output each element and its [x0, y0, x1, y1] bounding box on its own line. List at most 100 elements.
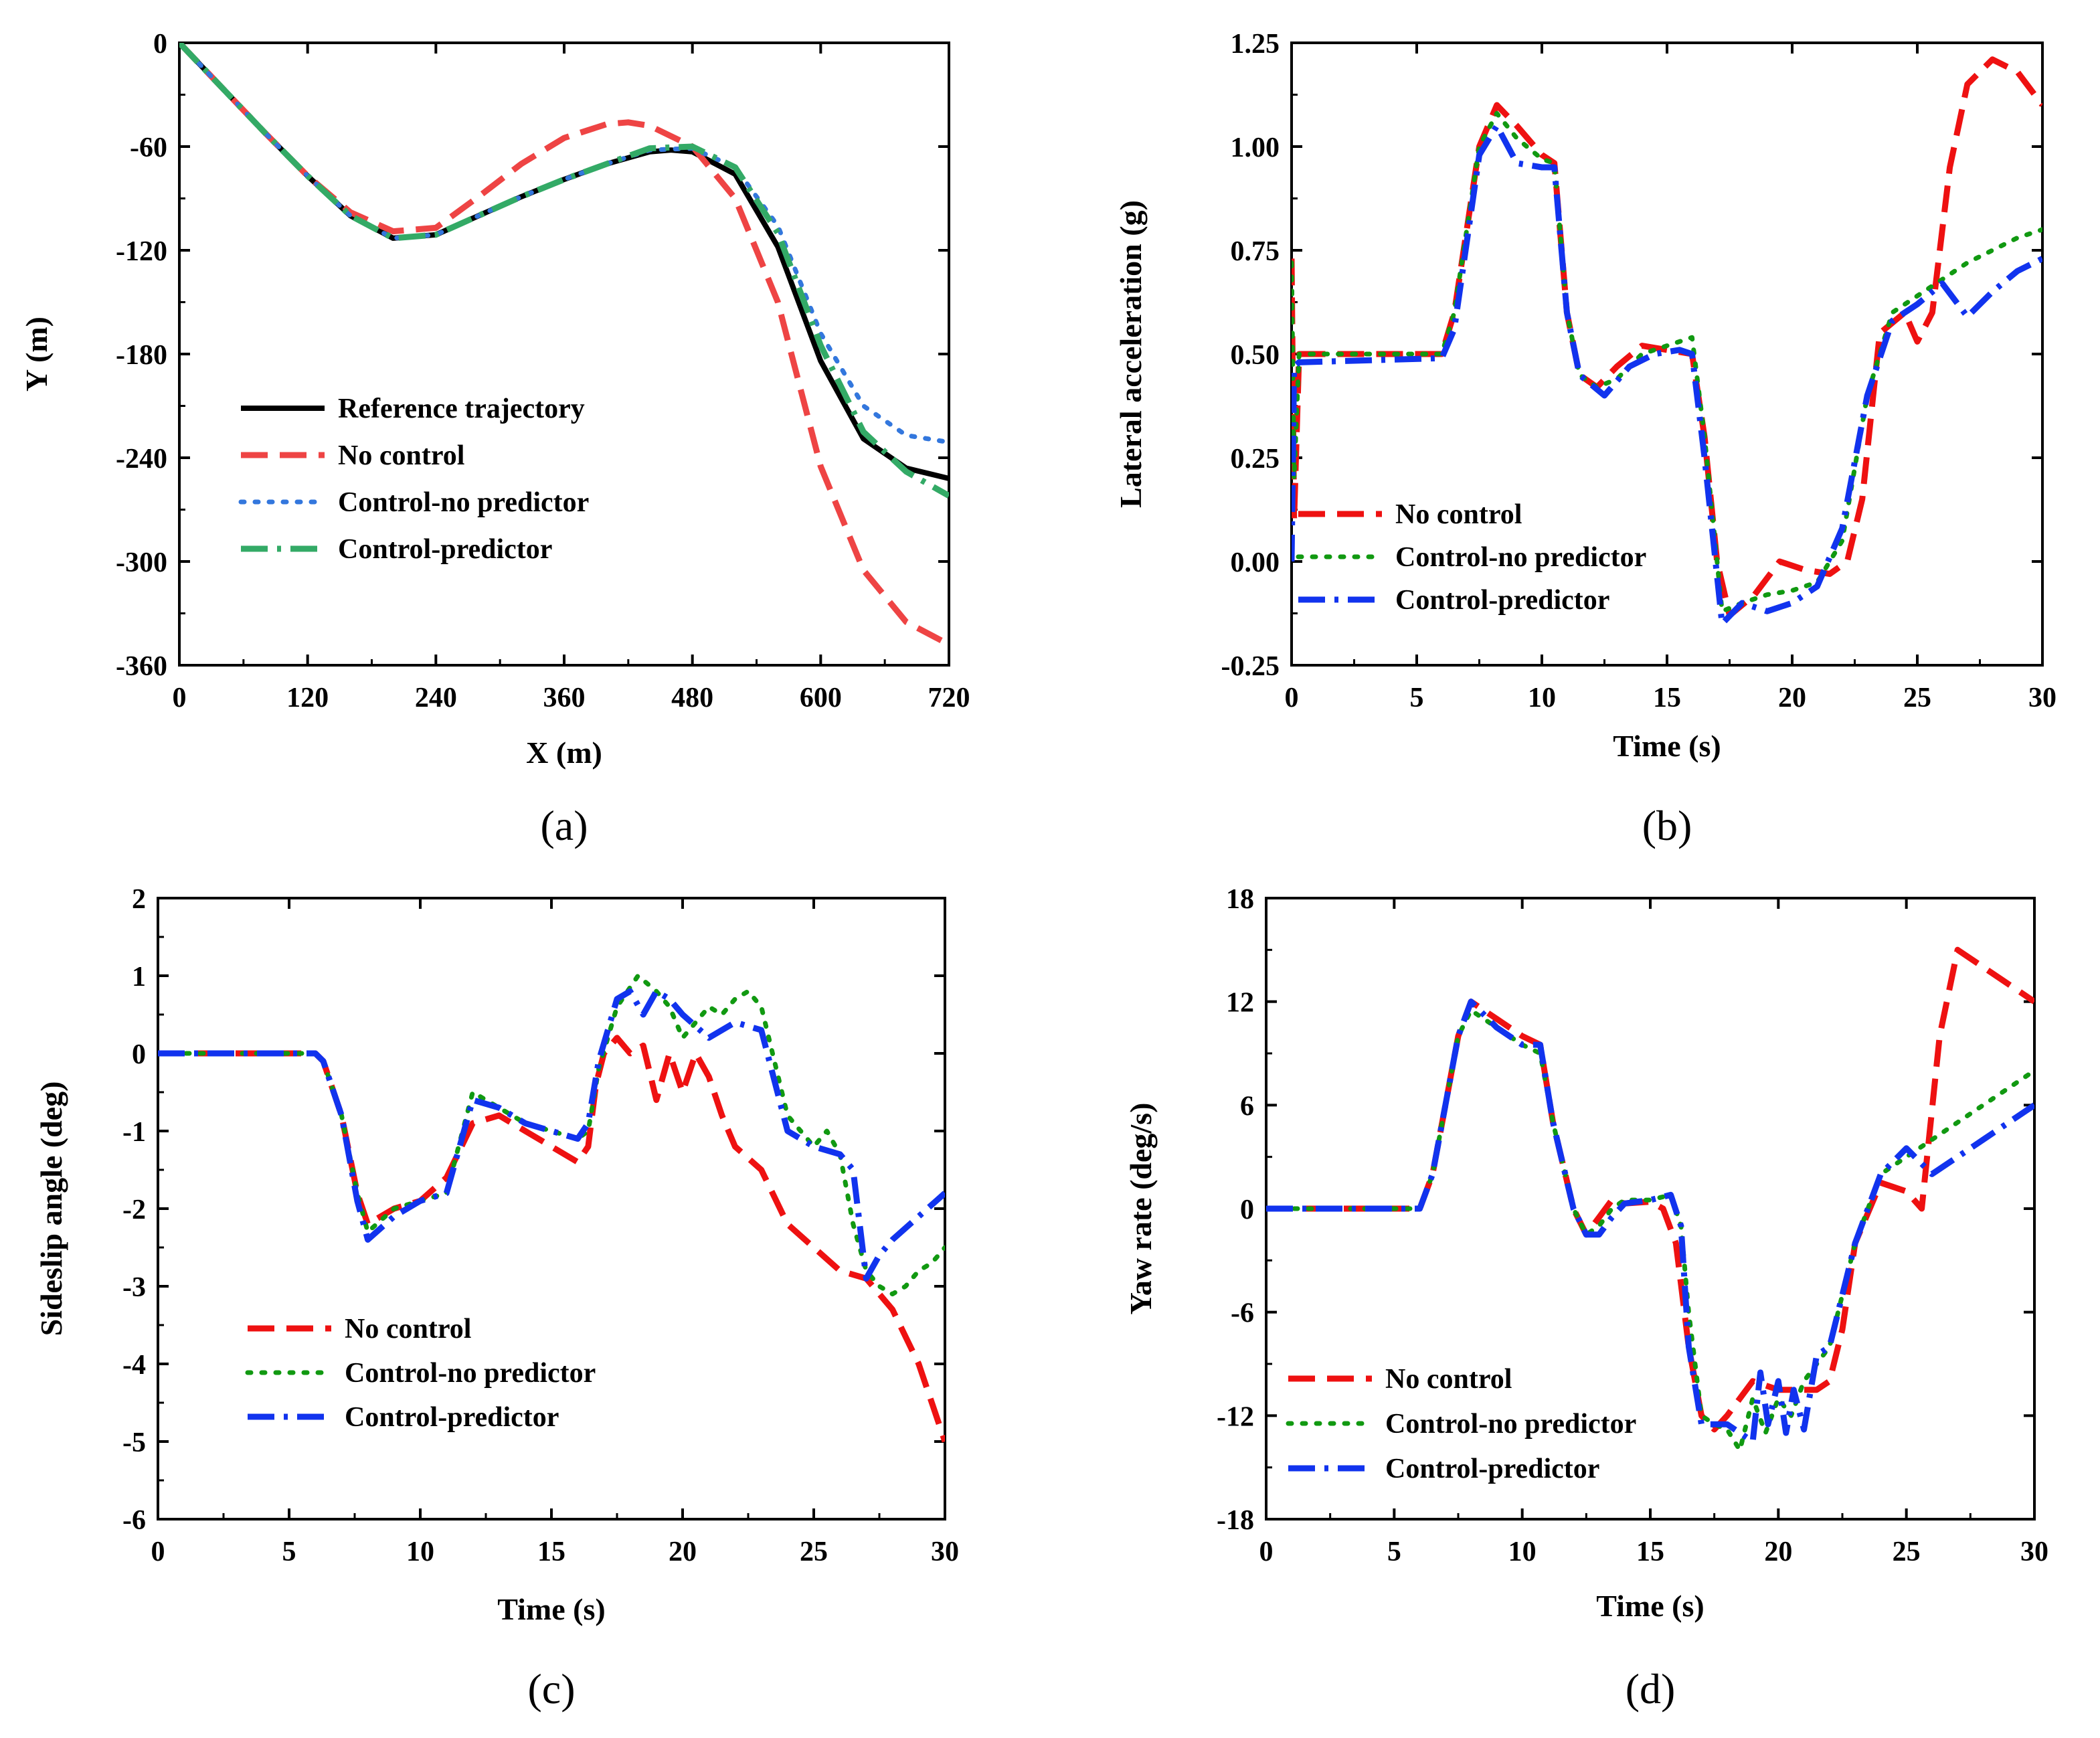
legend-label: No control — [345, 1314, 471, 1344]
x-tick-label: 0 — [1259, 1537, 1274, 1567]
y-tick-label: 0.25 — [1231, 444, 1280, 474]
series-line — [1292, 122, 2042, 627]
legend: No control Control-no predictor Control-pr… — [1296, 499, 1646, 616]
y-tick-label: -1 — [122, 1117, 146, 1148]
x-tick-label: 10 — [406, 1537, 434, 1567]
y-tick-label: 1.00 — [1231, 133, 1280, 163]
legend-label: No control — [1385, 1364, 1512, 1395]
x-axis-title: Time (s) — [497, 1592, 605, 1626]
series-line — [1266, 1008, 2034, 1453]
y-axis-title: Y (m) — [19, 317, 54, 392]
y-tick-label: -2 — [122, 1195, 146, 1225]
chart-panel-c: 0 5 10 15 20 25 30 -6 -5 -4 -3 -2 -1 0 1 2 Time (s) Sides… — [34, 884, 959, 1713]
legend-label: Control-predictor — [1385, 1454, 1599, 1484]
series-group — [1266, 946, 2034, 1453]
x-tick-label: 600 — [800, 683, 842, 713]
series-line — [158, 988, 945, 1282]
legend-label: Control-no predictor — [1385, 1409, 1636, 1440]
y-tick-label: 0.75 — [1231, 236, 1280, 267]
x-tick-label: 0 — [1285, 683, 1299, 713]
y-tick-label: -5 — [122, 1427, 146, 1458]
legend-label: Control-no predictor — [338, 487, 589, 518]
y-tick-label: 1.25 — [1231, 29, 1280, 60]
x-tick-label: 20 — [1778, 683, 1806, 713]
series-line — [1292, 56, 2042, 619]
y-tick-label: 1 — [132, 962, 146, 992]
y-tick-label: 0 — [132, 1039, 146, 1070]
x-axis-title: Time (s) — [1613, 729, 1721, 763]
legend-label: No control — [1395, 499, 1522, 530]
series-line — [158, 1035, 945, 1443]
y-tick-label: 0.00 — [1231, 547, 1280, 578]
x-tick-label: 10 — [1508, 1537, 1537, 1567]
x-tick-label: 20 — [1764, 1537, 1792, 1567]
x-tick-label: 0 — [173, 683, 187, 713]
legend-label: Control-predictor — [338, 534, 552, 565]
y-tick-label: 12 — [1226, 988, 1254, 1019]
y-tick-label: -6 — [122, 1505, 146, 1536]
y-tick-label: -240 — [116, 444, 167, 474]
x-tick-label: 0 — [151, 1537, 165, 1567]
x-tick-label: 15 — [537, 1537, 565, 1567]
legend: No control Control-no predictor Control-pr… — [1286, 1364, 1636, 1484]
x-tick-label: 5 — [282, 1537, 296, 1567]
series-line — [1292, 110, 2042, 614]
x-tick-label: 30 — [2028, 683, 2057, 713]
y-tick-label: -12 — [1217, 1401, 1254, 1432]
series-group — [1292, 56, 2042, 627]
x-tick-label: 480 — [671, 683, 713, 713]
x-axis-title: X (m) — [526, 735, 602, 770]
x-tick-label: 25 — [800, 1537, 828, 1567]
x-tick-label: 720 — [928, 683, 970, 713]
series-line — [179, 43, 949, 499]
y-tick-label: 0 — [153, 29, 167, 60]
legend: No control Control-no predictor Control-pr… — [245, 1314, 596, 1433]
series-line — [1266, 998, 2034, 1445]
x-tick-label: 5 — [1410, 683, 1424, 713]
y-tick-label: -3 — [122, 1272, 146, 1303]
legend: Reference trajectory No control Control-no… — [238, 394, 589, 565]
x-tick-label: 10 — [1528, 683, 1556, 713]
y-tick-label: 0 — [1240, 1195, 1254, 1225]
y-tick-label: -4 — [122, 1350, 146, 1381]
y-tick-label: -180 — [116, 340, 167, 371]
y-axis-title: Sideslip angle (deg) — [34, 1081, 68, 1336]
series-line — [158, 973, 945, 1297]
y-tick-label: -6 — [1231, 1298, 1254, 1329]
x-tick-label: 20 — [669, 1537, 697, 1567]
y-tick-label: -18 — [1217, 1505, 1254, 1536]
panel-label: (d) — [1626, 1665, 1676, 1713]
y-tick-label: -300 — [116, 547, 167, 578]
panel-label: (c) — [527, 1665, 575, 1713]
y-tick-label: 6 — [1240, 1091, 1254, 1122]
panel-label: (b) — [1642, 802, 1692, 849]
chart-panel-b: 0 5 10 15 20 25 30 -0.25 0.00 0.25 0.50 0.75 1.00 1.2… — [1114, 29, 2057, 849]
x-tick-label: 5 — [1387, 1537, 1401, 1567]
y-tick-label: 2 — [132, 884, 146, 915]
legend-label: Control-no predictor — [345, 1358, 596, 1389]
panel-label: (a) — [540, 802, 588, 849]
y-axis-title: Yaw rate (deg/s) — [1124, 1103, 1158, 1315]
x-axis-title: Time (s) — [1596, 1589, 1704, 1623]
chart-panel-d: 0 5 10 15 20 25 30 -18 -12 -6 0 6 12 18 Time (s) Yaw ra… — [1124, 884, 2048, 1713]
x-tick-label: 30 — [931, 1537, 959, 1567]
legend-label: Reference trajectory — [338, 394, 585, 424]
x-tick-label: 15 — [1636, 1537, 1664, 1567]
chart-panel-a: 0 120 240 360 480 600 720 0 -60 -120 -180 -240 -300 -… — [19, 29, 970, 849]
y-tick-label: 0.50 — [1231, 340, 1280, 371]
y-tick-label: -120 — [116, 236, 167, 267]
x-tick-label: 25 — [1893, 1537, 1921, 1567]
legend-label: Control-predictor — [345, 1402, 559, 1433]
legend-label: Control-no predictor — [1395, 542, 1646, 573]
legend-label: Control-predictor — [1395, 585, 1609, 616]
series-line — [179, 43, 949, 647]
y-tick-label: 18 — [1226, 884, 1254, 915]
y-axis-title: Lateral acceleration (g) — [1114, 200, 1148, 508]
x-tick-label: 25 — [1903, 683, 1931, 713]
series-group — [158, 973, 945, 1443]
x-tick-label: 240 — [415, 683, 457, 713]
legend-label: No control — [338, 440, 464, 471]
series-group — [179, 43, 949, 647]
y-tick-label: -0.25 — [1221, 651, 1280, 682]
